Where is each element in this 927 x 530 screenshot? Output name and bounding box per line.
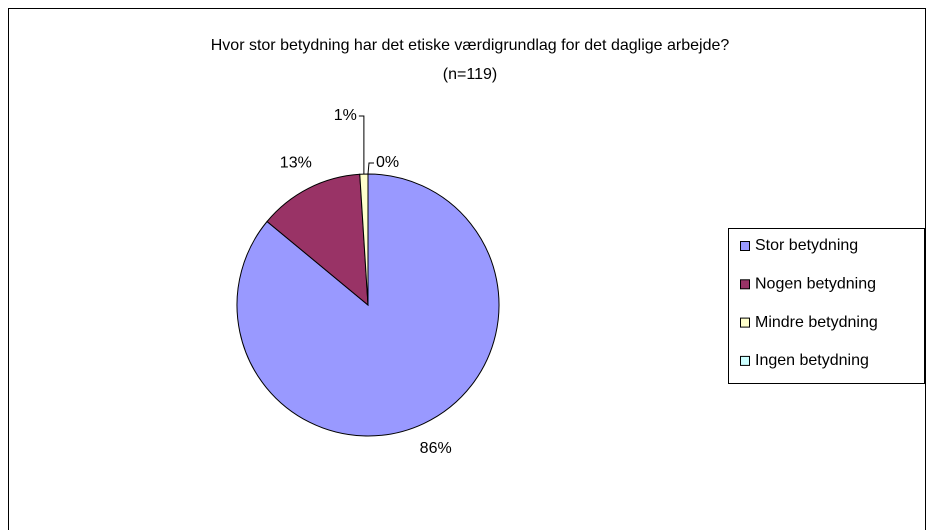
- legend-label: Nogen betydning: [755, 276, 876, 293]
- legend-swatch: [740, 355, 750, 366]
- data-label: 1%: [334, 107, 357, 124]
- legend-box: [728, 228, 925, 384]
- chart-title: Hvor stor betydning har det etiske værdi…: [211, 37, 730, 54]
- leader-line: [358, 115, 365, 175]
- legend-swatch: [740, 241, 750, 251]
- data-label: 86%: [420, 440, 452, 457]
- pie-slice: [266, 173, 369, 307]
- legend-swatch: [740, 279, 750, 290]
- legend-swatch: [740, 317, 750, 328]
- chart-subtitle: (n=119): [443, 66, 497, 83]
- legend-label: Stor betydning: [755, 237, 858, 254]
- data-label: 13%: [280, 155, 312, 172]
- data-label: 0%: [376, 154, 399, 171]
- legend-label: Ingen betydning: [755, 352, 869, 369]
- leader-line: [367, 162, 374, 175]
- legend-label: Mindre betydning: [755, 314, 878, 331]
